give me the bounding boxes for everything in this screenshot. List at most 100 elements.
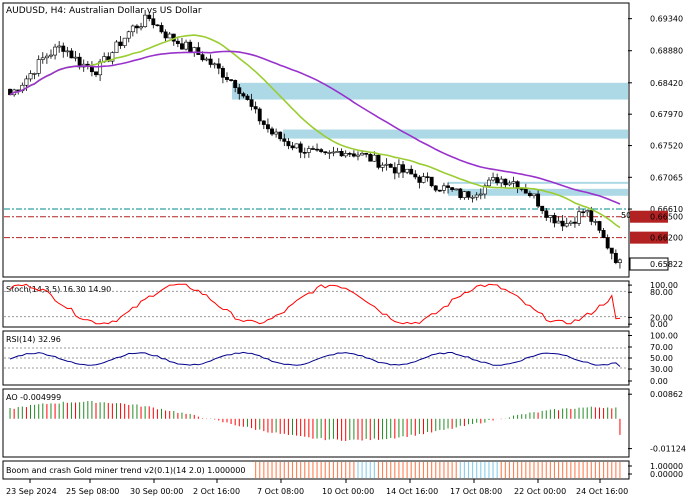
stoch-panel-frame (2, 280, 630, 328)
candle-body (454, 188, 459, 191)
candle-body (511, 181, 516, 184)
candle-body (126, 31, 131, 39)
candle-body (319, 149, 324, 152)
levels (4, 208, 628, 239)
candle-body (241, 93, 246, 97)
candle-body (335, 151, 340, 153)
candle-body (188, 41, 193, 53)
candle-body (466, 191, 471, 198)
candle-body (315, 148, 319, 151)
candle-body (564, 223, 569, 227)
panel-tick-label: 80.00 (650, 288, 673, 297)
candle-body (376, 154, 381, 168)
candle-body (446, 185, 450, 188)
stoch-label: Stoch(14,3,5) 16.30 14.90 (6, 285, 111, 294)
candle-body (409, 168, 414, 175)
candle-body (278, 131, 283, 140)
candle-body (130, 25, 135, 33)
candle-body (98, 61, 103, 76)
candle-body (544, 210, 549, 218)
candle-body (552, 215, 557, 224)
candle-body (257, 108, 262, 122)
candle-body (139, 26, 143, 29)
candle-body (478, 193, 483, 196)
candle-body (429, 176, 434, 187)
panel-tick-label: -0.01124 (650, 445, 686, 454)
candle-body (384, 163, 389, 166)
stoch-line (9, 283, 621, 325)
candle-body (609, 247, 614, 254)
candle-body (40, 57, 45, 60)
candle-body (290, 145, 295, 149)
price-tick-label: 0.67970 (650, 110, 683, 119)
candle-body (216, 63, 221, 69)
candle-body (155, 24, 160, 27)
panel-tick-label: 0.00 (650, 377, 668, 386)
price-tag-box (630, 210, 668, 223)
candle-body (331, 151, 336, 154)
time-tick-label: 14 Oct 16:00 (386, 487, 438, 496)
candle-body (605, 237, 610, 249)
candle-body (298, 143, 303, 153)
candle-body (491, 177, 496, 181)
candle-body (306, 148, 311, 153)
panel-tick-label: 0.00000 (650, 470, 683, 479)
candle-body (184, 41, 189, 50)
candle-body (618, 259, 622, 263)
candle-body (282, 138, 287, 142)
candle-body (208, 58, 213, 65)
candle-body (286, 141, 291, 147)
candle-body (589, 210, 594, 222)
candle-body (556, 220, 561, 224)
candle-body (53, 46, 58, 56)
candle-body (147, 14, 152, 19)
candle-body (507, 182, 512, 186)
candle-body (470, 196, 475, 199)
candle-body (89, 66, 94, 73)
candles (8, 9, 622, 269)
candle-body (577, 211, 581, 224)
candle-body (413, 173, 418, 178)
candle-body (270, 128, 274, 135)
price-tag-label: 0.66500 (650, 213, 683, 222)
candle-body (196, 47, 201, 55)
candle-body (581, 211, 586, 214)
rsi-label: RSI(14) 32.96 (6, 335, 61, 344)
candle-body (495, 177, 500, 184)
candle-body (220, 67, 225, 78)
ma-short-line (9, 34, 621, 229)
candle-body (94, 71, 98, 76)
panel-tick-label: 0.00 (650, 320, 668, 329)
candle-body (474, 194, 479, 198)
candle-body (585, 210, 590, 213)
candle-body (368, 154, 373, 162)
candle-body (372, 154, 377, 162)
price-tick-label: 0.69340 (650, 15, 683, 24)
candle-body (425, 176, 430, 178)
candle-body (433, 185, 438, 191)
time-tick-label: 23 Sep 2024 (6, 487, 57, 496)
time-tick-label: 10 Oct 00:00 (322, 487, 374, 496)
candle-body (487, 179, 491, 187)
panel-tick-label: 1.00000 (650, 462, 683, 471)
candle-body (274, 131, 279, 135)
candle-body (364, 152, 369, 155)
candle-body (540, 205, 545, 212)
panel-tick-label: 70.00 (650, 343, 673, 352)
candle-body (347, 153, 352, 155)
candle-body (499, 178, 504, 184)
candle-body (503, 178, 508, 186)
candle-body (421, 176, 426, 183)
panel-tick-label: 100.00 (650, 332, 678, 341)
candle-body (204, 58, 209, 61)
candle-body (69, 50, 74, 59)
price-tick-label: 0.67520 (650, 142, 683, 151)
candle-body (417, 176, 422, 183)
candle-body (24, 78, 29, 86)
candle-body (311, 148, 315, 150)
time-tick-label: 30 Sep 00:00 (130, 487, 183, 496)
candle-body (343, 153, 348, 157)
